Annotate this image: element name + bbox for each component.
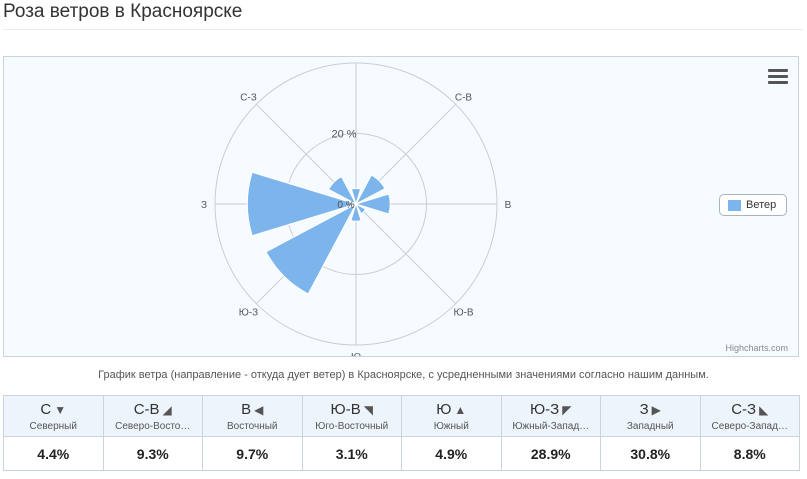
direction-code: Ю <box>436 401 452 418</box>
direction-arrow-icon: ◤ <box>562 403 572 417</box>
direction-value: 4.9% <box>435 445 468 462</box>
direction-name: Западный <box>626 421 674 432</box>
wind-column: В ◀ Восточный 9.7% <box>203 396 303 470</box>
wind-column-header: С ▼ Северный <box>4 396 103 437</box>
wind-column-header: З ▶ Западный <box>601 396 700 437</box>
direction-label: С <box>352 57 359 59</box>
wind-column-header: С-В ◢ Северо-Восто… <box>103 396 202 437</box>
radial-label-20: 20 % <box>331 129 356 141</box>
direction-value: 4.4% <box>37 445 70 462</box>
direction-code: С <box>40 401 52 418</box>
page-title: Роза ветров в Красноярске <box>3 1 243 22</box>
direction-value: 9.3% <box>136 445 169 462</box>
direction-arrow-icon: ▲ <box>454 403 467 417</box>
direction-label: Ю-В <box>453 308 473 319</box>
direction-label: В <box>505 200 512 211</box>
wind-column: Ю ▲ Южный 4.9% <box>402 396 502 470</box>
direction-code: З <box>639 401 649 418</box>
chart-credits[interactable]: Highcharts.com <box>725 343 788 353</box>
direction-label: С-В <box>455 93 473 104</box>
wind-sector-3 <box>354 202 367 215</box>
direction-name: Северо-Запад… <box>711 421 788 432</box>
grid-spoke <box>355 203 457 305</box>
direction-arrow-icon: ◀ <box>254 403 264 417</box>
wind-column: Ю-В ◥ Юго-Восточный 3.1% <box>302 396 402 470</box>
direction-name: Юго-Восточный <box>315 421 389 432</box>
chart-caption: График ветра (направление - откуда дует … <box>98 369 709 381</box>
direction-name: Южный-Запад… <box>512 421 590 432</box>
direction-value: 8.8% <box>733 445 766 462</box>
direction-arrow-icon: ◣ <box>759 403 769 417</box>
legend-item-wind[interactable]: Ветер <box>719 194 787 216</box>
wind-sector-6 <box>246 171 358 237</box>
direction-code: В <box>241 401 252 418</box>
wind-column-header: Ю ▲ Южный <box>402 396 501 437</box>
wind-column-header: Ю-В ◥ Юго-Восточный <box>302 396 401 437</box>
direction-arrow-icon: ▼ <box>54 403 67 417</box>
direction-value: 3.1% <box>335 445 368 462</box>
wind-rose-chart: 20 % 0 % С С-В В Ю-В Ю Ю-З З С-З Ветер Highcharts… <box>3 56 799 357</box>
wind-column: З ▶ Западный 30.8% <box>601 396 701 470</box>
wind-sector-1 <box>354 174 386 206</box>
chart-menu-icon[interactable] <box>768 69 788 87</box>
radial-label-0: 0 % <box>337 200 354 211</box>
wind-column: С ▼ Северный 4.4% <box>4 396 104 470</box>
direction-label: Ю <box>351 352 361 356</box>
wind-column-header: С-З ◣ Северо-Запад… <box>700 396 799 437</box>
wind-column-header: В ◀ Восточный <box>203 396 302 437</box>
direction-arrow-icon: ▶ <box>651 403 661 417</box>
wind-sector-5 <box>265 202 358 295</box>
direction-value: 9.7% <box>236 445 269 462</box>
wind-column-header: Ю-З ◤ Южный-Запад… <box>501 396 600 437</box>
direction-arrow-icon: ◥ <box>363 403 373 417</box>
wind-column: Ю-З ◤ Южный-Запад… 28.9% <box>501 396 601 470</box>
direction-label: З <box>201 200 207 211</box>
wind-sector-7 <box>327 175 358 206</box>
direction-value: 30.8% <box>630 445 671 462</box>
direction-value: 28.9% <box>530 445 571 462</box>
title-divider <box>3 29 803 30</box>
wind-sector-2 <box>354 193 391 215</box>
wind-sector-4 <box>350 202 362 222</box>
direction-name: Южный <box>433 421 469 432</box>
direction-label: С-З <box>240 93 257 104</box>
direction-name: Восточный <box>226 421 278 432</box>
legend-swatch <box>728 199 741 211</box>
direction-code: Ю-В <box>330 401 361 418</box>
wind-column: С-В ◢ Северо-Восто… 9.3% <box>103 396 203 470</box>
wind-column: С-З ◣ Северо-Запад… 8.8% <box>700 396 799 470</box>
direction-name: Северо-Восто… <box>115 421 191 432</box>
direction-name: Северный <box>29 421 77 432</box>
wind-table: С ▼ Северный 4.4% С-В ◢ Северо-Восто… 9.3%… <box>3 395 800 471</box>
wind-sector-0 <box>350 187 362 206</box>
direction-arrow-icon: ◢ <box>162 403 172 417</box>
wind-rose-svg: 20 % 0 % С С-В В Ю-В Ю Ю-З З С-З <box>201 57 512 356</box>
direction-label: Ю-З <box>239 308 258 319</box>
direction-code: Ю-З <box>530 401 560 418</box>
direction-code: С-В <box>133 401 160 418</box>
legend-label: Ветер <box>746 199 777 211</box>
direction-code: С-З <box>731 401 757 418</box>
